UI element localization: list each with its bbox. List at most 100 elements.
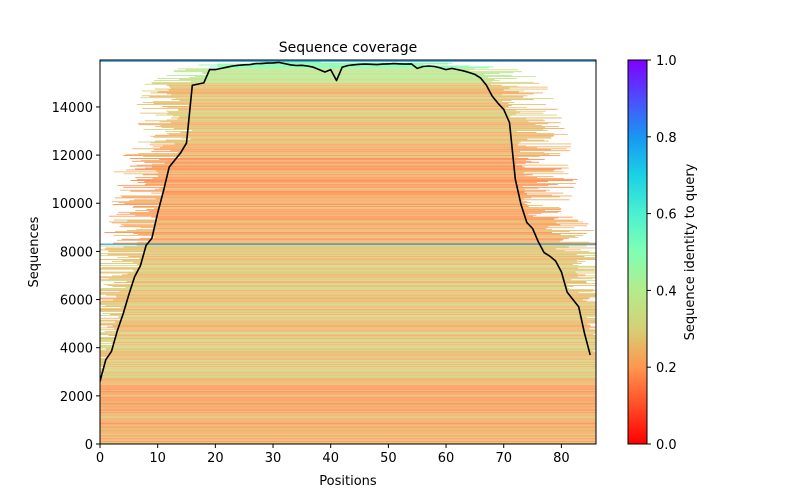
- heatmap-row: [100, 441, 596, 442]
- heatmap-row: [121, 238, 564, 240]
- heatmap-row: [199, 64, 424, 66]
- heatmap-row: [145, 183, 576, 184]
- heatmap-row: [173, 115, 512, 117]
- heatmap-row: [115, 330, 596, 332]
- heatmap-row: [151, 216, 573, 218]
- heatmap-row: [133, 261, 578, 263]
- heatmap-row: [151, 235, 576, 237]
- heatmap-row: [100, 418, 596, 420]
- heatmap-row: [113, 235, 584, 236]
- heatmap-row: [142, 174, 533, 176]
- x-tick-label: 40: [322, 451, 339, 466]
- heatmap-row: [206, 74, 485, 76]
- heatmap-row: [100, 344, 596, 346]
- heatmap-row: [100, 435, 596, 437]
- heatmap-row: [100, 288, 594, 290]
- heatmap-row: [100, 401, 596, 403]
- heatmap-row: [101, 300, 587, 302]
- heatmap-row: [100, 433, 596, 435]
- heatmap-row: [139, 258, 595, 259]
- heatmap-row: [165, 139, 545, 141]
- heatmap-row: [120, 195, 573, 197]
- heatmap-row: [174, 143, 572, 145]
- heatmap-row: [155, 140, 549, 142]
- heatmap-row: [100, 407, 596, 409]
- heatmap-row: [142, 107, 506, 109]
- heatmap-row: [144, 83, 491, 85]
- x-tick-label: 60: [438, 451, 455, 466]
- heatmap-row: [100, 364, 596, 365]
- heatmap-row: [114, 328, 590, 330]
- heatmap-row: [161, 194, 552, 196]
- heatmap-row: [125, 287, 568, 288]
- heatmap-row: [103, 373, 596, 375]
- heatmap-row: [102, 313, 596, 314]
- heatmap-row: [100, 396, 596, 398]
- heatmap-row: [100, 428, 596, 430]
- heatmap-row: [105, 247, 596, 249]
- heatmap-row: [126, 169, 555, 171]
- heatmap-row: [137, 241, 590, 243]
- heatmap-row: [150, 135, 554, 137]
- heatmap-row: [150, 92, 543, 94]
- heatmap-row: [100, 392, 596, 394]
- heatmap-row: [170, 150, 570, 152]
- heatmap-row: [100, 356, 596, 358]
- heatmap-row: [100, 310, 596, 311]
- heatmap-row: [126, 230, 595, 232]
- heatmap-row: [100, 289, 596, 291]
- heatmap-row: [100, 338, 596, 339]
- heatmap-row: [155, 134, 555, 136]
- heatmap-row: [100, 337, 596, 338]
- y-axis-label: Sequences: [27, 216, 42, 287]
- heatmap-row: [217, 65, 470, 67]
- heatmap-row: [129, 157, 529, 159]
- heatmap-row: [100, 385, 596, 387]
- heatmap-row: [134, 270, 596, 272]
- heatmap-row: [100, 347, 596, 349]
- y-tick-label: 6000: [60, 294, 93, 309]
- heatmap-row: [143, 156, 540, 157]
- heatmap-row: [118, 202, 531, 204]
- heatmap-row: [123, 312, 596, 313]
- heatmap-row: [100, 355, 596, 357]
- heatmap-row: [159, 187, 539, 189]
- heatmap-row: [173, 128, 565, 129]
- heatmap-row: [188, 105, 512, 106]
- heatmap-row: [123, 225, 588, 227]
- heatmap-row: [100, 362, 596, 363]
- heatmap-row: [100, 384, 596, 386]
- heatmap-row: [156, 170, 554, 172]
- heatmap-row: [100, 372, 596, 374]
- heatmap-row: [104, 248, 556, 250]
- heatmap-row: [100, 419, 596, 421]
- heatmap-row: [152, 82, 540, 84]
- colorbar-tick-label: 0.0: [656, 438, 677, 453]
- heatmap-row: [133, 283, 596, 284]
- heatmap-row: [113, 219, 579, 221]
- heatmap-row: [100, 386, 596, 388]
- heatmap-row: [144, 167, 569, 169]
- heatmap-row: [138, 141, 521, 143]
- heatmap-row: [130, 190, 546, 192]
- heatmap-row: [100, 279, 572, 281]
- heatmap-row: [108, 335, 596, 336]
- x-tick-label: 30: [265, 451, 282, 466]
- heatmap-row: [166, 84, 502, 86]
- heatmap-row: [100, 358, 596, 360]
- heatmap-row: [153, 103, 509, 104]
- heatmap-row: [165, 185, 523, 187]
- heatmap-row: [140, 97, 523, 99]
- heatmap-row: [100, 378, 596, 380]
- heatmap-row: [154, 188, 526, 190]
- heatmap-row: [127, 273, 578, 275]
- heatmap-row: [177, 152, 545, 154]
- heatmap-row: [100, 333, 596, 335]
- y-tick-label: 0: [85, 438, 93, 453]
- heatmap-row: [178, 109, 516, 111]
- heatmap-row: [110, 313, 596, 315]
- heatmap-row: [154, 79, 500, 81]
- heatmap-row: [100, 329, 596, 331]
- y-tick-label: 4000: [60, 342, 93, 357]
- heatmap-row: [100, 409, 596, 411]
